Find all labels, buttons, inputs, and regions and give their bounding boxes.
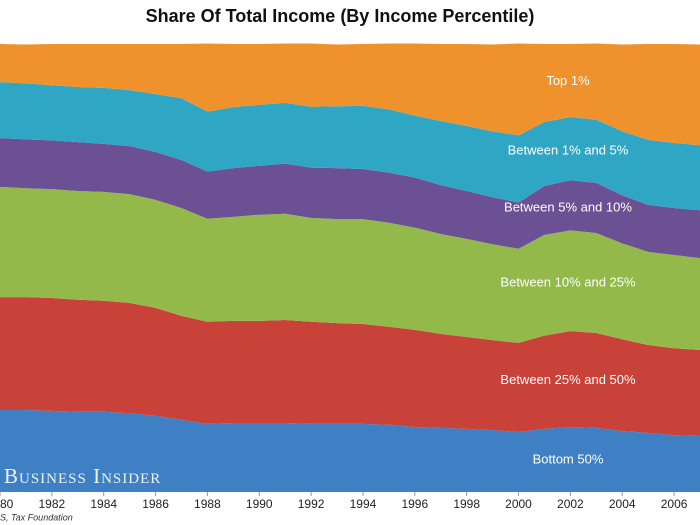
series-label: Top 1% <box>546 73 590 88</box>
x-tick-label: 1990 <box>246 497 273 511</box>
x-tick-label: 1984 <box>90 497 117 511</box>
series-label: Between 25% and 50% <box>500 372 636 387</box>
series-label: Between 1% and 5% <box>508 143 629 158</box>
series-label: Between 5% and 10% <box>504 199 632 214</box>
area <box>0 297 700 436</box>
source: S, Tax Foundation <box>0 512 73 522</box>
area <box>0 186 700 350</box>
area <box>0 43 700 146</box>
series-label: Between 10% and 25% <box>500 274 636 289</box>
x-tick-label: 2000 <box>505 497 532 511</box>
x-tick-label: 1986 <box>142 497 169 511</box>
plot-area <box>0 43 700 492</box>
x-tick-label: 1988 <box>194 497 221 511</box>
area <box>0 410 700 492</box>
area <box>0 82 700 211</box>
x-tick-label: 2004 <box>609 497 636 511</box>
x-tick-label: 1982 <box>39 497 66 511</box>
x-tick-label: 2002 <box>557 497 584 511</box>
x-tick-label: 1998 <box>453 497 480 511</box>
x-tick-label: 1996 <box>401 497 428 511</box>
x-tick-label: 2006 <box>661 497 688 511</box>
x-tick-label: 1980 <box>0 497 14 511</box>
x-tick-label: 1992 <box>298 497 325 511</box>
watermark: Business Insider <box>4 464 161 488</box>
area <box>0 138 700 259</box>
chart-title: Share Of Total Income (By Income Percent… <box>146 6 535 26</box>
x-tick-label: 1994 <box>350 497 377 511</box>
series-label: Bottom 50% <box>533 451 604 466</box>
